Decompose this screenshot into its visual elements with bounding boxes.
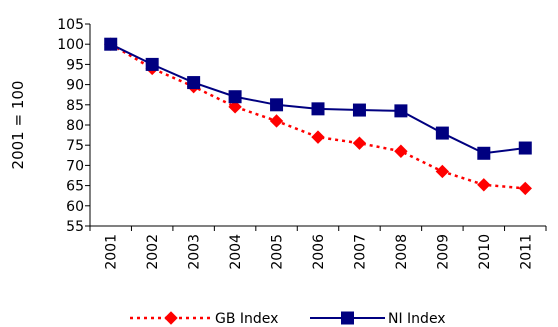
x-tick-label: 2010 xyxy=(477,234,493,270)
data-point xyxy=(518,141,532,155)
y-axis-label: 2001 = 100 xyxy=(9,81,27,170)
data-point xyxy=(352,136,367,150)
legend-label: GB Index xyxy=(215,311,278,327)
data-point xyxy=(435,164,450,179)
data-point xyxy=(477,178,491,192)
y-tick-label: 65 xyxy=(66,179,84,195)
x-tick-label: 2005 xyxy=(270,234,286,270)
y-tick-label: 80 xyxy=(66,118,84,134)
y-tick-label: 75 xyxy=(66,138,84,154)
series-layer xyxy=(104,37,532,196)
data-point xyxy=(311,130,325,144)
legend: GB Index NI Index xyxy=(130,311,446,327)
legend-item: NI Index xyxy=(310,311,446,327)
data-point xyxy=(477,146,491,160)
x-tick-label: 2001 xyxy=(104,234,120,270)
y-tick-label: 85 xyxy=(66,98,84,114)
legend-item: GB Index xyxy=(130,311,278,327)
data-point xyxy=(269,114,284,128)
x-tick-label: 2002 xyxy=(145,234,161,270)
data-point xyxy=(435,126,449,140)
y-tick-label: 90 xyxy=(66,78,84,94)
x-tick-label: 2007 xyxy=(352,234,368,270)
y-ticks: 55 60 65 70 75 80 85 90 95 100 105 xyxy=(57,17,90,235)
data-point xyxy=(104,37,118,51)
y-tick-label: 55 xyxy=(66,219,84,235)
data-point xyxy=(518,181,532,196)
series-1 xyxy=(104,37,532,160)
legend-swatch-marker xyxy=(341,311,354,325)
data-point xyxy=(145,57,159,71)
series-0 xyxy=(104,37,532,196)
y-axis-label-group: 2001 = 100 xyxy=(9,81,27,170)
x-tick-label: 2011 xyxy=(518,234,534,270)
x-tick-label: 2003 xyxy=(187,234,203,270)
y-tick-label: 100 xyxy=(57,37,84,53)
legend-swatch-marker xyxy=(164,311,178,325)
x-tick-label: 2004 xyxy=(228,234,244,270)
data-point xyxy=(394,104,408,118)
legend-label: NI Index xyxy=(388,311,446,327)
data-point xyxy=(311,102,325,116)
y-tick-label: 105 xyxy=(57,17,84,33)
x-tick-label: 2009 xyxy=(435,234,451,270)
data-point xyxy=(228,100,242,114)
x-tick-label: 2006 xyxy=(311,234,327,270)
x-ticks: 2001 2002 2003 2004 2005 2006 2007 2008 2009 2010… xyxy=(89,226,547,270)
y-tick-label: 60 xyxy=(66,199,84,215)
series-line xyxy=(110,43,526,190)
data-point xyxy=(228,90,242,104)
axes xyxy=(89,24,546,227)
y-tick-label: 95 xyxy=(66,57,84,73)
data-point xyxy=(187,76,201,90)
data-point xyxy=(270,98,284,112)
x-tick-label: 2008 xyxy=(394,234,410,270)
data-point xyxy=(352,103,366,117)
data-point xyxy=(394,144,408,158)
y-tick-label: 70 xyxy=(66,158,84,174)
